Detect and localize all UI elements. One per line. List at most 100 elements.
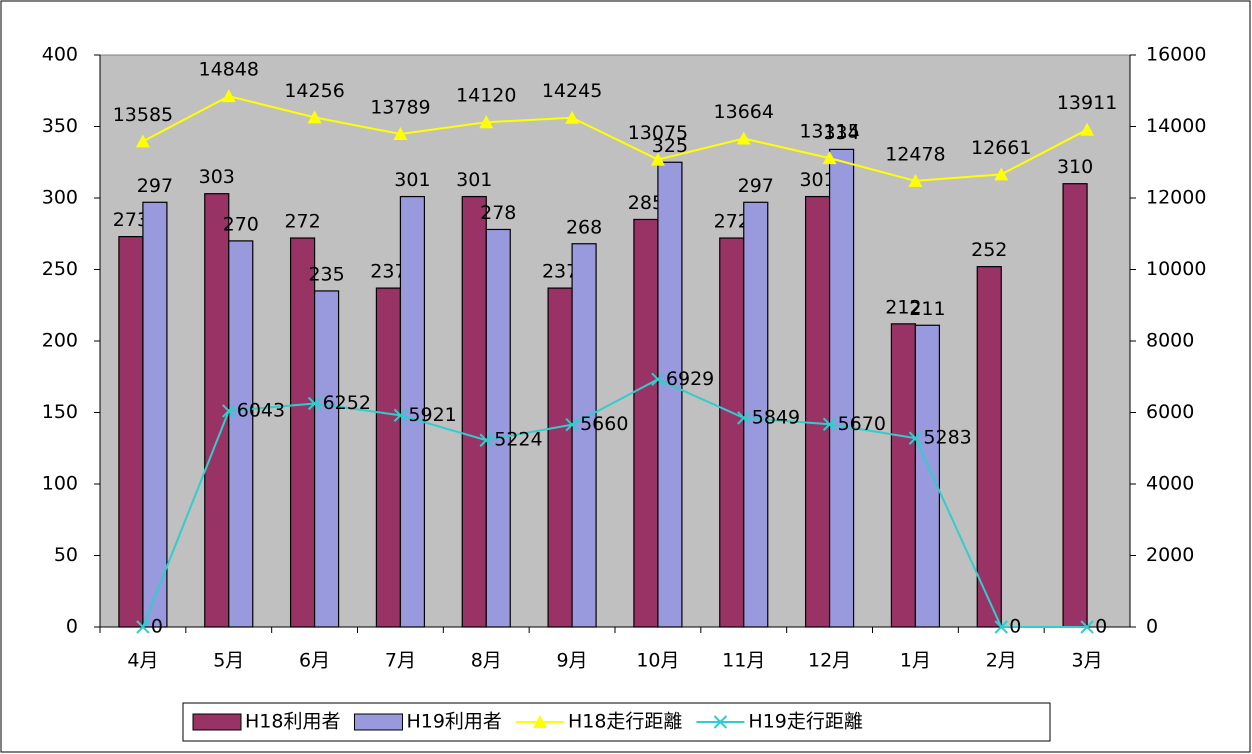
y2-tick-label: 10000	[1146, 258, 1206, 280]
line-label: 13115	[799, 121, 859, 143]
line-label: 5660	[580, 413, 628, 435]
y-tick-label: 400	[42, 44, 78, 66]
legend-label: H18利用者	[245, 711, 340, 733]
marker	[994, 620, 1008, 634]
line-label: 0	[1095, 616, 1107, 638]
line-label: 14120	[456, 85, 516, 107]
bar-label: 270	[223, 213, 259, 235]
marker	[994, 167, 1009, 181]
x-tick-label: 2月	[986, 650, 1017, 672]
y-tick-label: 200	[42, 330, 78, 352]
y2-tick-label: 6000	[1146, 401, 1194, 423]
marker	[565, 110, 580, 124]
y-tick-label: 0	[66, 616, 78, 638]
marker	[908, 173, 923, 187]
line-label: 6043	[237, 399, 285, 421]
marker	[650, 152, 665, 166]
x-tick-label: 7月	[385, 650, 416, 672]
bar-label: 235	[308, 263, 344, 285]
x-tick-label: 4月	[127, 650, 158, 672]
line-label: 14245	[542, 80, 602, 102]
bar	[485, 228, 511, 628]
marker	[393, 127, 408, 141]
x-tick-label: 11月	[722, 650, 765, 672]
y2-tick-label: 16000	[1146, 44, 1206, 66]
legend-marker	[713, 715, 728, 729]
y-tick-label: 250	[42, 258, 78, 280]
x-tick-label: 8月	[471, 650, 502, 672]
line	[141, 378, 1088, 628]
bar-label: 273	[113, 209, 149, 231]
bar	[633, 218, 659, 628]
bar-label: 268	[566, 216, 602, 238]
bar-label: 325	[652, 135, 688, 157]
bar-label: 297	[137, 175, 173, 197]
y-tick-label: 100	[42, 473, 78, 495]
bar	[228, 240, 254, 628]
marker	[1080, 620, 1094, 634]
marker	[393, 408, 408, 423]
line-label: 5283	[923, 427, 971, 449]
marker	[221, 89, 236, 103]
marker	[222, 404, 236, 418]
line-label: 5224	[494, 429, 542, 451]
marker	[307, 110, 322, 124]
bar-label: 278	[480, 202, 516, 224]
bar	[375, 287, 402, 628]
line	[142, 95, 1088, 182]
y2-tick-label: 4000	[1146, 473, 1194, 495]
line-label: 14256	[284, 80, 344, 102]
y2-tick-label: 8000	[1146, 330, 1194, 352]
bar	[289, 237, 316, 628]
line-label: 5921	[408, 404, 456, 426]
marker	[1080, 122, 1095, 136]
y-tick-label: 350	[42, 115, 78, 137]
legend-label: H18走行距離	[568, 711, 682, 733]
bar-label: 334	[823, 122, 859, 144]
bar-label: 272	[284, 211, 320, 233]
line-label: 13585	[113, 104, 173, 126]
y2-tick-label: 0	[1146, 616, 1158, 638]
y2-tick-label: 12000	[1146, 187, 1206, 209]
line-label: 5849	[752, 406, 800, 428]
marker	[736, 131, 751, 145]
bar-label: 211	[909, 298, 945, 320]
x-tick-label: 12月	[808, 650, 851, 672]
bar	[804, 195, 831, 628]
bar-label: 303	[199, 166, 235, 188]
marker	[479, 115, 494, 129]
legend-box	[182, 702, 1051, 742]
legend-marker	[532, 715, 547, 728]
bar	[914, 324, 941, 628]
bar	[719, 237, 745, 628]
bar	[142, 201, 168, 628]
x-tick-label: 9月	[557, 650, 588, 672]
marker	[565, 417, 579, 432]
marker	[307, 396, 322, 411]
bar	[657, 161, 683, 628]
line-label: 0	[151, 616, 163, 638]
line-label: 14848	[199, 59, 259, 81]
bar-label: 301	[456, 169, 492, 191]
bar	[571, 243, 597, 628]
y-tick-label: 50	[54, 544, 78, 566]
line-label: 5670	[838, 413, 886, 435]
bar	[547, 287, 573, 628]
bar	[1062, 183, 1088, 628]
bar-label: 310	[1057, 156, 1093, 178]
marker	[136, 620, 150, 634]
x-tick-label: 1月	[900, 650, 931, 672]
bar-label: 285	[628, 192, 664, 214]
line-label: 13789	[370, 97, 430, 119]
line-label: 12478	[885, 143, 945, 165]
bar-label: 237	[370, 261, 406, 283]
bar-label: 212	[885, 296, 921, 318]
legend-swatch	[192, 713, 242, 731]
marker	[822, 151, 837, 165]
legend-swatch	[353, 713, 403, 731]
line-label: 6252	[323, 392, 371, 414]
line-label: 13911	[1057, 92, 1117, 114]
line-label: 13664	[714, 101, 774, 123]
legend-label: H19利用者	[406, 711, 501, 733]
